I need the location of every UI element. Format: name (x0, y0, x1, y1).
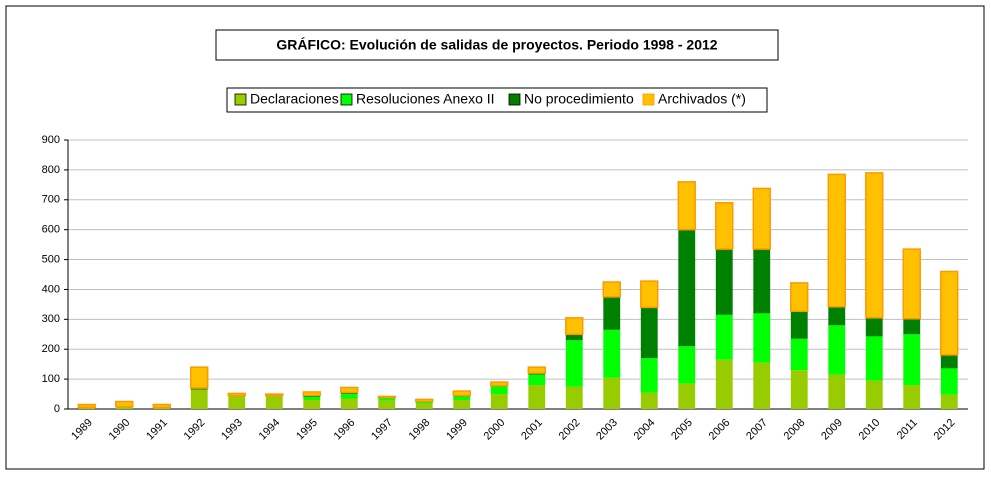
bar-segment (790, 282, 809, 313)
y-tick-label: 100 (42, 373, 60, 385)
bar-segment (378, 400, 396, 409)
bar-segment (902, 248, 921, 320)
legend-swatch (234, 93, 247, 106)
legend-label: Resoluciones Anexo II (356, 91, 495, 107)
bar-segment (115, 400, 134, 408)
bar-segment (378, 398, 396, 401)
bar-segment (903, 318, 921, 335)
bar-segment (715, 314, 733, 360)
bar-segment (940, 394, 958, 409)
bar-segment (452, 390, 471, 397)
bar-segment (527, 366, 546, 374)
y-tick-label: 800 (42, 164, 60, 176)
bar-segment (415, 398, 434, 403)
y-tick-label: 500 (42, 253, 60, 265)
bar-segment (678, 229, 696, 347)
bar-segment (753, 249, 771, 314)
bar-segment (640, 280, 659, 309)
bar-segment (752, 187, 771, 250)
bar-segment (490, 394, 508, 409)
bar-segment (265, 395, 283, 409)
bar-segment (565, 386, 583, 409)
bar-segment (340, 398, 358, 409)
bar-segment (678, 383, 696, 409)
bar-segment (453, 396, 471, 401)
bar-segment (565, 340, 583, 387)
bar-segment (565, 317, 584, 336)
y-tick-label: 400 (42, 283, 60, 295)
legend-label: Archivados (*) (658, 91, 746, 107)
bar-segment (340, 394, 358, 399)
bar-segment (865, 336, 883, 381)
legend-swatch (508, 93, 521, 106)
bar-segment (940, 270, 959, 356)
bar-segment (715, 202, 734, 250)
bar-segment (528, 385, 546, 409)
legend: Declaraciones Resoluciones Anexo II No pro… (226, 87, 768, 113)
bar-segment (865, 172, 884, 319)
bar-segment (828, 306, 846, 326)
bar-segment (603, 329, 621, 378)
bar-segment (640, 358, 658, 393)
bar-segment (603, 377, 621, 409)
bar-segment (190, 389, 208, 409)
bar-segment (753, 362, 771, 409)
y-tick-label: 0 (54, 403, 60, 415)
bar-segment (415, 403, 433, 409)
y-tick-label: 300 (42, 313, 60, 325)
bar-segment (602, 281, 621, 298)
bar-segment (790, 311, 808, 339)
bar-segment (790, 370, 808, 409)
bar-segment (828, 374, 846, 409)
bar-segment (677, 181, 696, 231)
bar-segment (790, 338, 808, 371)
legend-box (226, 87, 768, 113)
bar-segment (940, 368, 958, 395)
chart-title: GRÁFICO: Evolución de salidas de proyect… (276, 37, 717, 53)
legend-label: Declaraciones (250, 91, 339, 107)
bar-segment (490, 386, 508, 395)
bar-segment (453, 400, 471, 409)
legend-swatch (642, 93, 655, 106)
bar-segment (865, 317, 883, 337)
y-tick-label: 900 (42, 134, 60, 146)
bar-segment (828, 325, 846, 375)
bar-segment (678, 346, 696, 384)
title-box (215, 29, 779, 61)
bar-segment (228, 395, 246, 409)
bar-segment (903, 385, 921, 409)
legend-swatch (340, 93, 353, 106)
bar-segment (415, 402, 433, 404)
bar-segment (190, 366, 209, 389)
bar-segment (115, 406, 133, 409)
y-tick-label: 700 (42, 194, 60, 206)
bar-segment (827, 173, 846, 308)
bar-segment (77, 403, 96, 409)
legend-label: No procedimiento (524, 91, 634, 107)
y-tick-label: 600 (42, 224, 60, 236)
bar-segment (303, 400, 321, 409)
y-tick-label: 200 (42, 343, 60, 355)
bar-segment (152, 403, 171, 409)
bar-segment (603, 296, 621, 330)
bar-segment (753, 313, 771, 363)
bar-segment (565, 334, 583, 341)
bar-segment (377, 395, 396, 399)
bar-segment (640, 307, 658, 359)
bar-segment (303, 397, 321, 401)
bar-segment (865, 380, 883, 409)
bar-segment (265, 393, 284, 397)
bar-segment (528, 374, 546, 386)
bar-segment (715, 359, 733, 409)
bar-segment (340, 386, 359, 394)
bar-segment (903, 334, 921, 386)
bar-segment (490, 381, 509, 387)
bar-segment (940, 354, 958, 369)
bar-segment (302, 391, 321, 397)
bar-segment (227, 392, 246, 397)
bar-segment (640, 392, 658, 409)
bar-segment (715, 249, 733, 315)
